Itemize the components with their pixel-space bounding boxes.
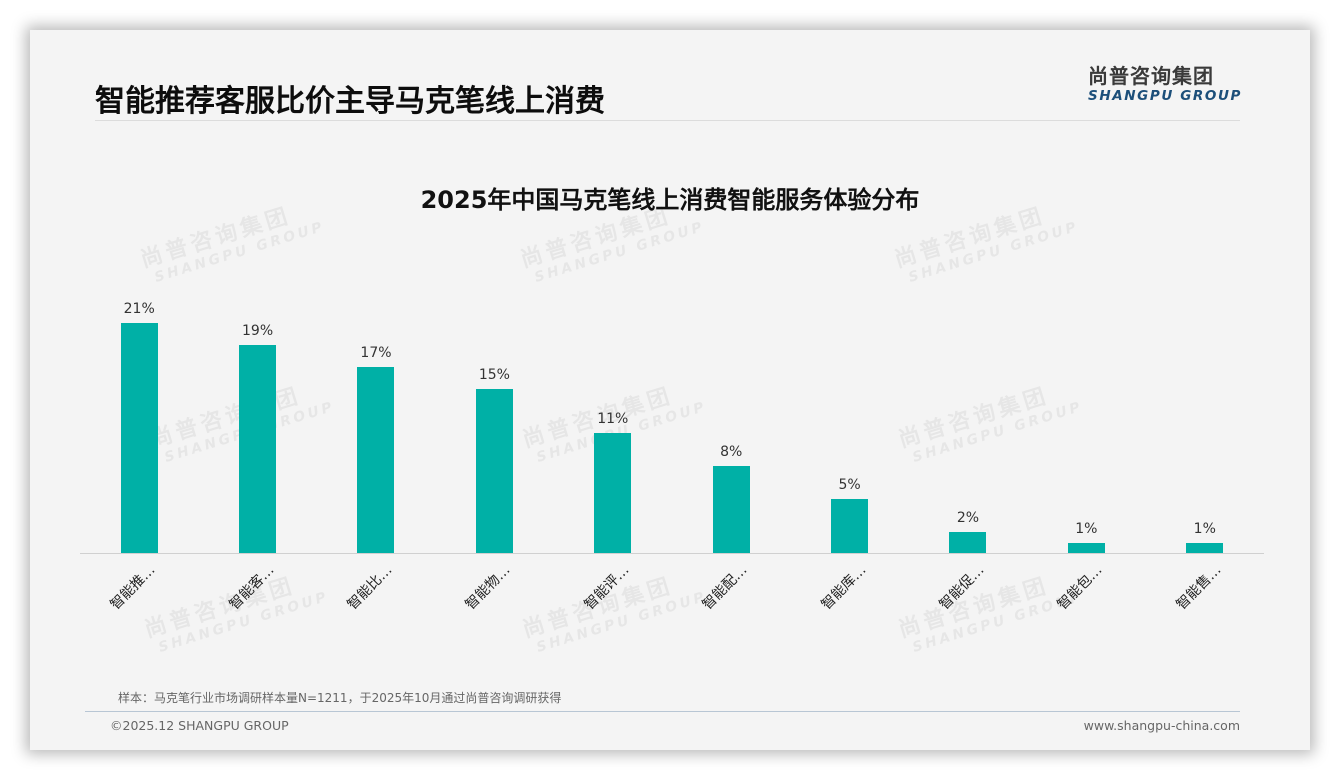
bar-group: 15% <box>435 280 553 554</box>
bar-value-label: 19% <box>242 323 274 339</box>
bar-group: 1% <box>1146 280 1264 554</box>
bar[interactable] <box>357 367 395 554</box>
bar-value-label: 1% <box>1193 521 1216 537</box>
bar[interactable] <box>712 466 750 554</box>
copyright-text: ©2025.12 SHANGPU GROUP <box>110 718 289 733</box>
bar-group: 2% <box>909 280 1027 554</box>
bar-value-label: 5% <box>838 477 861 493</box>
x-axis-category-label: 智能库… <box>818 562 870 614</box>
x-axis-category-label: 智能售… <box>1173 562 1225 614</box>
x-axis-category-label: 智能推… <box>107 562 159 614</box>
bar-value-label: 11% <box>597 411 629 427</box>
footer-divider <box>85 711 1240 712</box>
x-axis-category-label: 智能配… <box>699 562 751 614</box>
bar[interactable] <box>475 389 513 554</box>
company-logo: 尚普咨询集团 SHANGPU GROUP <box>1088 64 1240 104</box>
bar-chart-plot: 21% 19% 17% 15% 11% 8% 5% 2% 1% 1% <box>80 280 1264 554</box>
x-axis-category-label: 智能促… <box>936 562 988 614</box>
x-axis-line <box>80 553 1264 554</box>
bar-value-label: 21% <box>123 301 155 317</box>
logo-english-text: SHANGPU GROUP <box>1088 88 1243 104</box>
watermark: 尚普咨询集团 SHANGPU GROUP <box>895 573 1085 656</box>
sample-note: 样本：马克笔行业市场调研样本量N=1211，于2025年10月通过尚普咨询调研获… <box>118 691 562 705</box>
x-axis-category-label: 智能包… <box>1054 562 1106 614</box>
bar-value-label: 15% <box>478 367 510 383</box>
bar[interactable] <box>120 323 158 554</box>
bar-value-label: 17% <box>360 345 392 361</box>
bar-value-label: 2% <box>956 510 980 526</box>
bar[interactable] <box>831 499 869 554</box>
bar[interactable] <box>239 345 277 554</box>
bar[interactable] <box>1067 543 1105 554</box>
bar-group: 8% <box>672 280 790 554</box>
logo-chinese-text: 尚普咨询集团 <box>1088 64 1214 88</box>
header-divider <box>95 120 1240 121</box>
x-axis-category-label: 智能客… <box>226 562 278 614</box>
bar-group: 17% <box>317 280 435 554</box>
bar-value-label: 8% <box>720 444 743 460</box>
bar-group: 21% <box>80 280 198 554</box>
bar-group: 1% <box>1027 280 1145 554</box>
page-title: 智能推荐客服比价主导马克笔线上消费 <box>95 84 605 119</box>
bar-group: 5% <box>790 280 908 554</box>
bar-group: 19% <box>198 280 316 554</box>
x-axis-category-label: 智能评… <box>581 562 633 614</box>
bar-group: 11% <box>554 280 672 554</box>
website-url[interactable]: www.shangpu-china.com <box>1083 718 1240 733</box>
chart-title: 2025年中国马克笔线上消费智能服务体验分布 <box>420 186 920 214</box>
bar-value-label: 1% <box>1075 521 1098 537</box>
bar[interactable] <box>949 532 987 554</box>
x-axis-category-label: 智能比… <box>344 562 396 614</box>
bar[interactable] <box>1186 543 1224 554</box>
slide: 智能推荐客服比价主导马克笔线上消费 尚普咨询集团 SHANGPU GROUP 尚… <box>30 30 1310 750</box>
x-axis-category-label: 智能物… <box>462 562 514 614</box>
bar[interactable] <box>594 433 632 554</box>
